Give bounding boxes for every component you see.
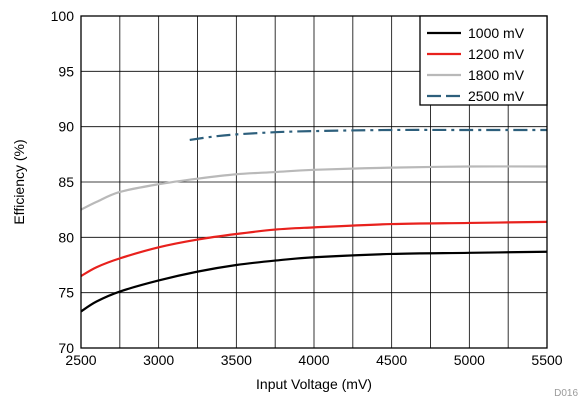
x-tick-label: 4500 [376, 352, 407, 368]
x-tick-label: 5500 [531, 352, 562, 368]
legend-label: 1800 mV [468, 67, 525, 83]
x-tick-label: 3500 [221, 352, 252, 368]
y-tick-label: 80 [58, 229, 74, 245]
x-axis-label: Input Voltage (mV) [256, 376, 372, 392]
x-tick-label: 3000 [143, 352, 174, 368]
series-line-3 [189, 128, 547, 142]
y-tick-label: 95 [58, 63, 74, 79]
x-tick-labels: 2500 3000 3500 4000 4500 5000 5500 [65, 352, 562, 368]
series-line-1 [80, 220, 548, 278]
series-line-0 [80, 250, 548, 313]
y-tick-labels: 70 75 80 85 90 95 100 [51, 8, 75, 356]
legend-label: 1200 mV [468, 46, 525, 62]
legend-box [419, 15, 548, 106]
y-tick-label: 85 [58, 174, 74, 190]
plot-frame [80, 15, 548, 349]
y-tick-label: 75 [58, 285, 74, 301]
y-tick-label: 70 [58, 340, 74, 356]
x-tick-label: 5000 [454, 352, 485, 368]
x-tick-label: 2500 [65, 352, 96, 368]
y-tick-label: 100 [51, 8, 75, 24]
legend-items: 1000 mV 1200 mV 1800 mV 2500 mV [427, 25, 525, 104]
series-line-2 [80, 165, 548, 211]
x-tick-label: 4000 [298, 352, 329, 368]
legend-label: 2500 mV [468, 88, 525, 104]
figure-code: D016 [554, 388, 578, 397]
y-axis-label: Efficiency (%) [11, 139, 27, 224]
y-tick-label: 90 [58, 119, 74, 135]
series-lines [80, 128, 548, 313]
legend-label: 1000 mV [468, 25, 525, 41]
legend: 1000 mV 1200 mV 1800 mV 2500 mV [419, 15, 548, 106]
